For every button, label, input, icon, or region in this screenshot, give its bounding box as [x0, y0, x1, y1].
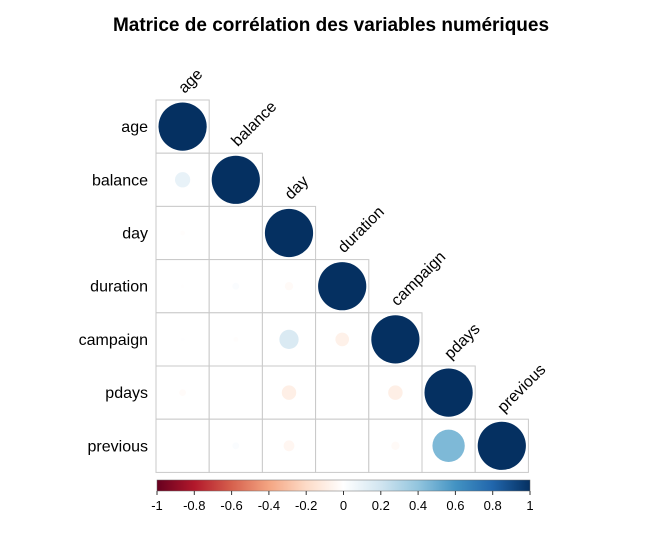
cell-previous-age — [155, 418, 210, 473]
corr-circle-campaign-campaign — [371, 315, 420, 364]
colorbar-tick-label: -0.4 — [258, 498, 280, 513]
colorbar-tick-label: 1 — [526, 498, 533, 513]
corr-circle-previous-balance — [232, 442, 240, 450]
colorbar — [156, 479, 531, 492]
colorbar-tick-label: -0.2 — [295, 498, 317, 513]
corr-circle-pdays-campaign — [388, 385, 403, 400]
corr-circle-campaign-age — [180, 337, 185, 342]
corr-circle-previous-day — [283, 440, 295, 452]
colorbar-tick-label: -0.8 — [183, 498, 205, 513]
row-label-pdays: pdays — [105, 385, 148, 402]
cell-campaign-duration — [315, 312, 370, 367]
col-label-balance: balance — [229, 98, 281, 150]
cell-pdays-balance — [208, 365, 263, 420]
row-label-balance: balance — [92, 172, 148, 189]
cell-pdays-duration — [315, 365, 370, 420]
col-label-duration: duration — [335, 204, 388, 257]
chart-title: Matrice de corrélation des variables num… — [113, 15, 549, 36]
row-label-age: age — [121, 119, 148, 136]
corr-circle-pdays-age — [179, 389, 187, 397]
corr-circle-previous-campaign — [391, 441, 400, 450]
corr-circle-previous-previous — [477, 421, 526, 470]
colorbar-tick-label: -0.6 — [220, 498, 242, 513]
cell-day-balance — [208, 205, 263, 261]
corr-circle-duration-balance — [232, 282, 240, 290]
corr-circle-previous-pdays — [432, 429, 465, 462]
corr-circle-duration-duration — [318, 262, 367, 311]
col-label-previous: previous — [495, 361, 550, 416]
corr-circle-pdays-pdays — [424, 368, 473, 417]
cell-duration-balance — [208, 259, 263, 314]
row-label-duration: duration — [90, 279, 148, 296]
row-labels: age balance day duration campaign pdays previo… — [79, 119, 148, 455]
corr-circle-duration-day — [284, 282, 294, 291]
colorbar-tick-label: 0 — [340, 498, 347, 513]
corr-circle-campaign-duration — [335, 332, 350, 347]
col-label-pdays: pdays — [441, 321, 483, 363]
corr-circle-campaign-balance — [233, 336, 239, 342]
corr-circle-age-age — [158, 102, 207, 151]
row-label-campaign: campaign — [79, 332, 148, 349]
col-label-age: age — [175, 66, 206, 97]
corr-circle-campaign-day — [279, 329, 299, 350]
row-label-previous: previous — [88, 438, 148, 455]
corr-circle-balance-balance — [211, 155, 260, 204]
col-label-campaign: campaign — [388, 249, 449, 310]
colorbar-tick-label: 0.4 — [409, 498, 427, 513]
correlation-circles — [158, 102, 526, 470]
corr-circle-day-age — [180, 230, 186, 236]
corr-circle-day-day — [264, 208, 314, 258]
corr-circle-balance-age — [174, 172, 191, 188]
row-label-day: day — [122, 226, 148, 243]
cell-previous-duration — [315, 418, 370, 473]
colorbar-tick-label: 0.8 — [484, 498, 502, 513]
corr-circle-pdays-day — [281, 385, 297, 400]
colorbar-tick-label: -1 — [151, 498, 163, 513]
colorbar-tick-label: 0.2 — [372, 498, 390, 513]
colorbar-ticks: -1 -0.8 -0.6 -0.4 -0.2 0 0.2 0.4 0.6 0.8 1 — [151, 491, 534, 513]
colorbar-tick-label: 0.6 — [446, 498, 464, 513]
corr-circle-duration-age — [180, 284, 185, 288]
col-label-day: day — [282, 173, 312, 203]
